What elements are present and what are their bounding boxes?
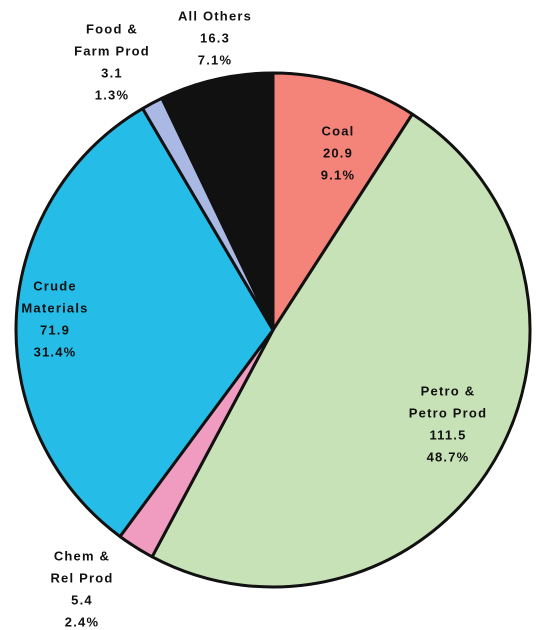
slice-label: 5.4 — [71, 592, 93, 607]
slice-label: Crude — [33, 278, 77, 293]
slice-label: Chem & — [54, 548, 110, 563]
pie-slice — [271, 71, 414, 332]
slice-label: Rel Prod — [50, 570, 113, 585]
slice-label: 111.5 — [429, 427, 466, 442]
slice-label: 48.7% — [427, 449, 470, 464]
slice-label: 1.3% — [95, 87, 129, 102]
slice-label: 9.1% — [321, 167, 355, 182]
slice-label: 3.1 — [101, 65, 123, 80]
slice-label: 20.9 — [323, 145, 353, 160]
slice-label: 71.9 — [40, 322, 70, 337]
slice-label: Coal — [322, 123, 355, 138]
slice-label: Petro & — [421, 383, 476, 398]
slice-label: 2.4% — [65, 614, 99, 629]
pie-slice — [150, 112, 532, 589]
pie-slice — [160, 71, 275, 332]
slice-label: Food & — [86, 21, 138, 36]
slice-label: Materials — [21, 300, 88, 315]
slice-label: 31.4% — [34, 344, 77, 359]
slice-label: 16.3 — [200, 30, 230, 45]
slice-label: Petro Prod — [409, 405, 487, 420]
slice-label: All Others — [178, 8, 252, 23]
slice-label: Farm Prod — [74, 43, 150, 58]
pie-slice — [14, 107, 275, 538]
slice-label: 7.1% — [198, 52, 232, 67]
